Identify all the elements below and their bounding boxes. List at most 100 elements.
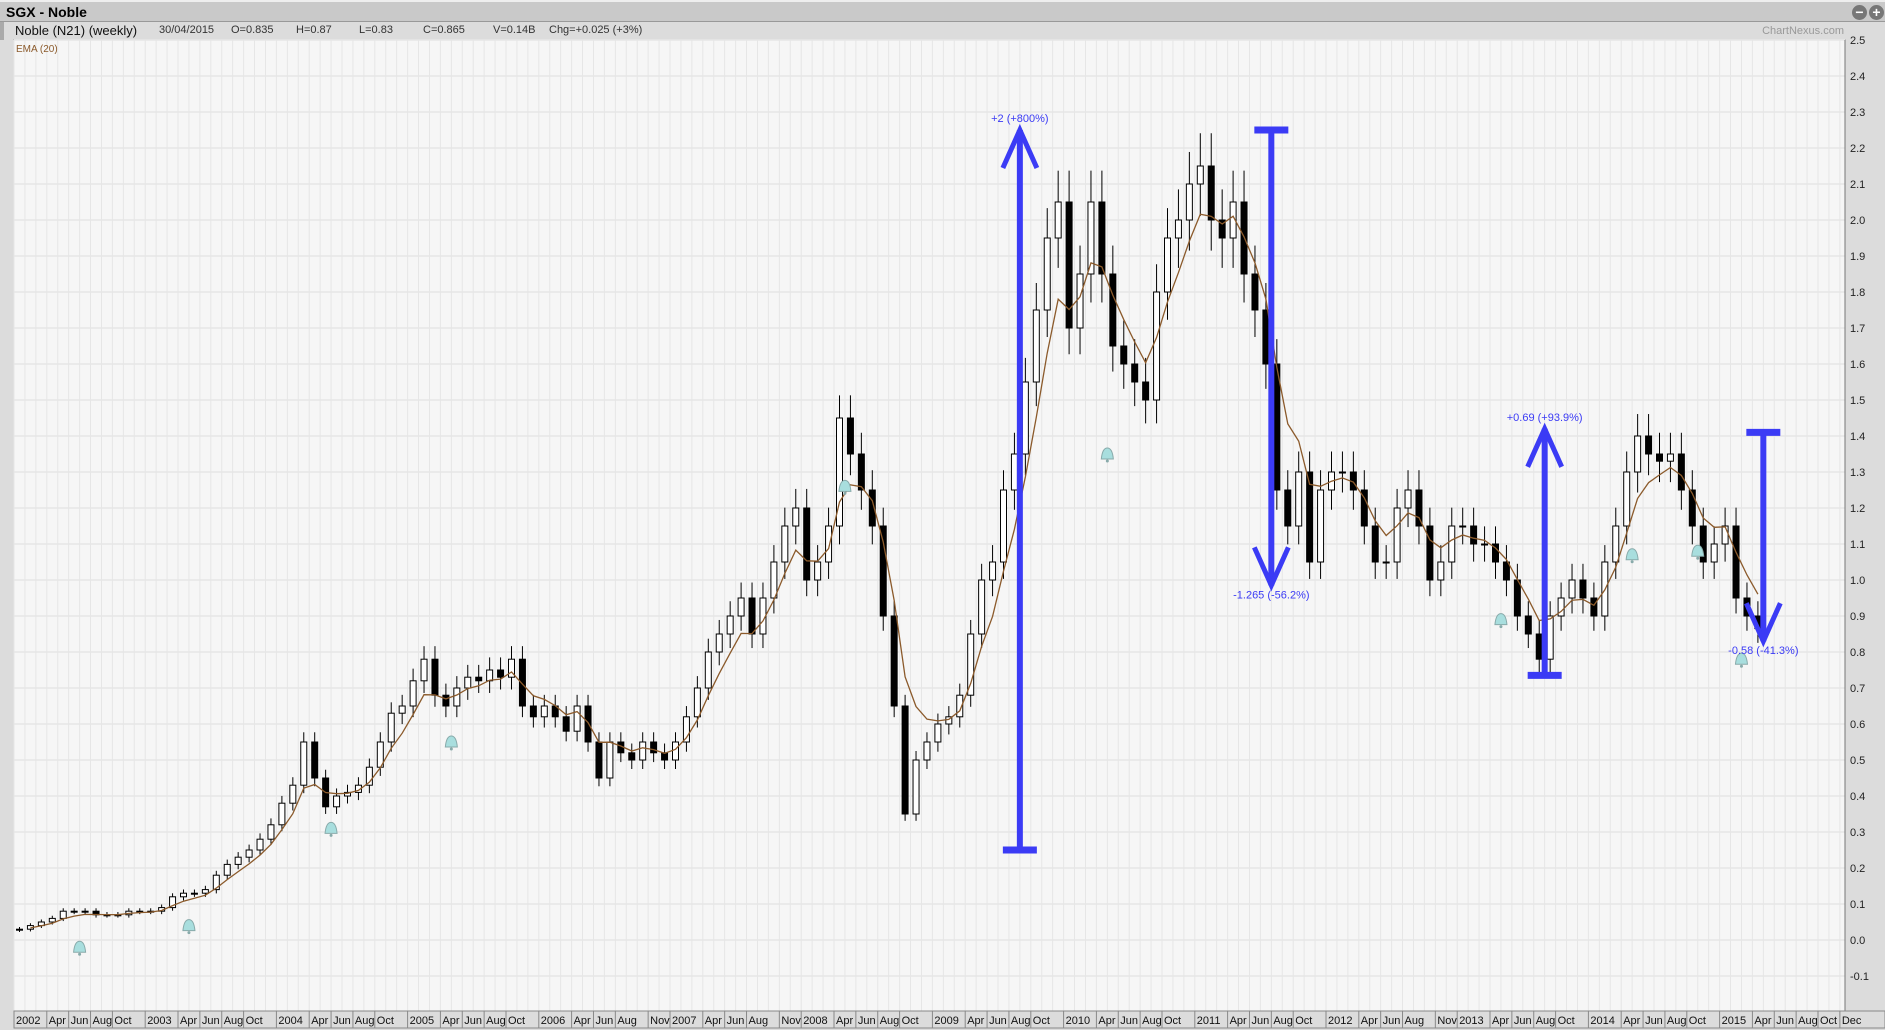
candle (354, 784, 362, 793)
y-tick-label: 1.4 (1850, 431, 1865, 443)
candle (836, 417, 843, 527)
candle (1295, 471, 1303, 527)
x-tick-label: Apr (574, 1015, 591, 1027)
x-tick-label: Oct (377, 1015, 394, 1027)
candle (508, 658, 515, 678)
instrument-name: Noble (N21) (weekly) (15, 23, 138, 38)
candle (1087, 201, 1095, 275)
candle (37, 921, 45, 927)
candle (1098, 201, 1106, 275)
candle (409, 680, 417, 707)
x-tick-label: Oct (1558, 1015, 1575, 1027)
candle (628, 752, 636, 761)
candle (857, 453, 865, 491)
quote-high: H=0.87 (296, 24, 332, 36)
candle (300, 741, 308, 786)
y-tick-label: 0.6 (1850, 719, 1865, 731)
bell-icon-clapper (329, 833, 333, 837)
candle (1656, 453, 1663, 462)
bell-icon (1734, 652, 1749, 665)
x-tick-label: 2010 (1066, 1015, 1090, 1027)
y-tick-label: 1.0 (1850, 575, 1865, 587)
measure-annotation: -0.58 (-41.3%) (1728, 428, 1798, 657)
window-title: SGX - Noble (6, 4, 87, 20)
candle (1153, 291, 1161, 401)
candle (890, 615, 898, 707)
x-tick-label: 2015 (1722, 1015, 1746, 1027)
bell-icon (838, 479, 852, 492)
y-tick-label: 0.2 (1850, 863, 1865, 875)
candle (704, 651, 712, 689)
candle (1273, 363, 1281, 491)
bell-icon (1494, 613, 1508, 626)
y-tick-label: 2.0 (1850, 215, 1865, 227)
candle (114, 914, 122, 917)
candle (682, 716, 690, 743)
candle (912, 759, 920, 815)
candle (1043, 237, 1051, 311)
candle (180, 892, 187, 898)
candle (759, 597, 767, 635)
candle (978, 579, 986, 635)
x-tick-label: Apr (1492, 1015, 1509, 1027)
candle (431, 658, 439, 696)
ema-line (30, 213, 1759, 929)
x-tick-label: Aug (355, 1015, 375, 1027)
candle (803, 507, 811, 581)
candle (1338, 471, 1346, 474)
x-axis-band (13, 1010, 1885, 1029)
x-tick-label: Jun (1251, 1015, 1269, 1027)
bell-icon (324, 821, 338, 834)
candle (901, 705, 909, 815)
zoom-in-icon[interactable]: + (1869, 5, 1884, 20)
candle (1404, 489, 1412, 509)
candle (1557, 597, 1565, 617)
candle (420, 658, 428, 682)
candle (1306, 471, 1314, 563)
quote-open: O=0.835 (231, 24, 274, 36)
quote-change: Chg=+0.025 (+3%) (549, 24, 643, 36)
x-tick-label: Oct (246, 1015, 263, 1027)
x-tick-label: Apr (442, 1015, 459, 1027)
candle (1207, 165, 1215, 221)
candle (16, 928, 23, 931)
y-tick-label: 0.7 (1850, 683, 1865, 695)
x-tick-label: Aug (224, 1015, 244, 1027)
y-tick-label: 2.1 (1850, 179, 1865, 191)
x-tick-label: 2012 (1328, 1015, 1352, 1027)
x-tick-label: Dec (1842, 1015, 1862, 1027)
bell-icon (444, 735, 458, 748)
candle (1371, 525, 1379, 563)
candle (223, 863, 231, 876)
candle (190, 892, 198, 895)
candle (464, 676, 472, 689)
candle (1677, 453, 1685, 491)
candle (551, 705, 559, 718)
zoom-out-icon[interactable]: − (1852, 5, 1867, 20)
x-tick-label: Jun (1645, 1015, 1663, 1027)
x-tick-label: Oct (114, 1015, 131, 1027)
arrowhead-icon (1000, 123, 1040, 170)
x-tick-label: 2003 (147, 1015, 171, 1027)
candle (825, 525, 833, 563)
candle (158, 907, 166, 912)
ema-label: EMA (20) (16, 44, 58, 55)
x-tick-label: Oct (1164, 1015, 1181, 1027)
x-tick-label: Jun (858, 1015, 876, 1027)
y-tick-label: 1.3 (1850, 467, 1865, 479)
candle (1262, 309, 1270, 365)
x-tick-label: Jun (1514, 1015, 1532, 1027)
bell-icon (1100, 447, 1114, 460)
candle (1699, 525, 1707, 563)
candle (672, 741, 679, 761)
candle (748, 597, 756, 635)
candle (1185, 183, 1193, 221)
x-tick-label: Oct (1689, 1015, 1706, 1027)
candle (486, 669, 494, 682)
candle (814, 561, 822, 581)
candle (1426, 525, 1434, 581)
x-tick-label: 2013 (1459, 1015, 1483, 1027)
candle (1513, 579, 1521, 617)
y-tick-label: 0.4 (1850, 791, 1865, 803)
